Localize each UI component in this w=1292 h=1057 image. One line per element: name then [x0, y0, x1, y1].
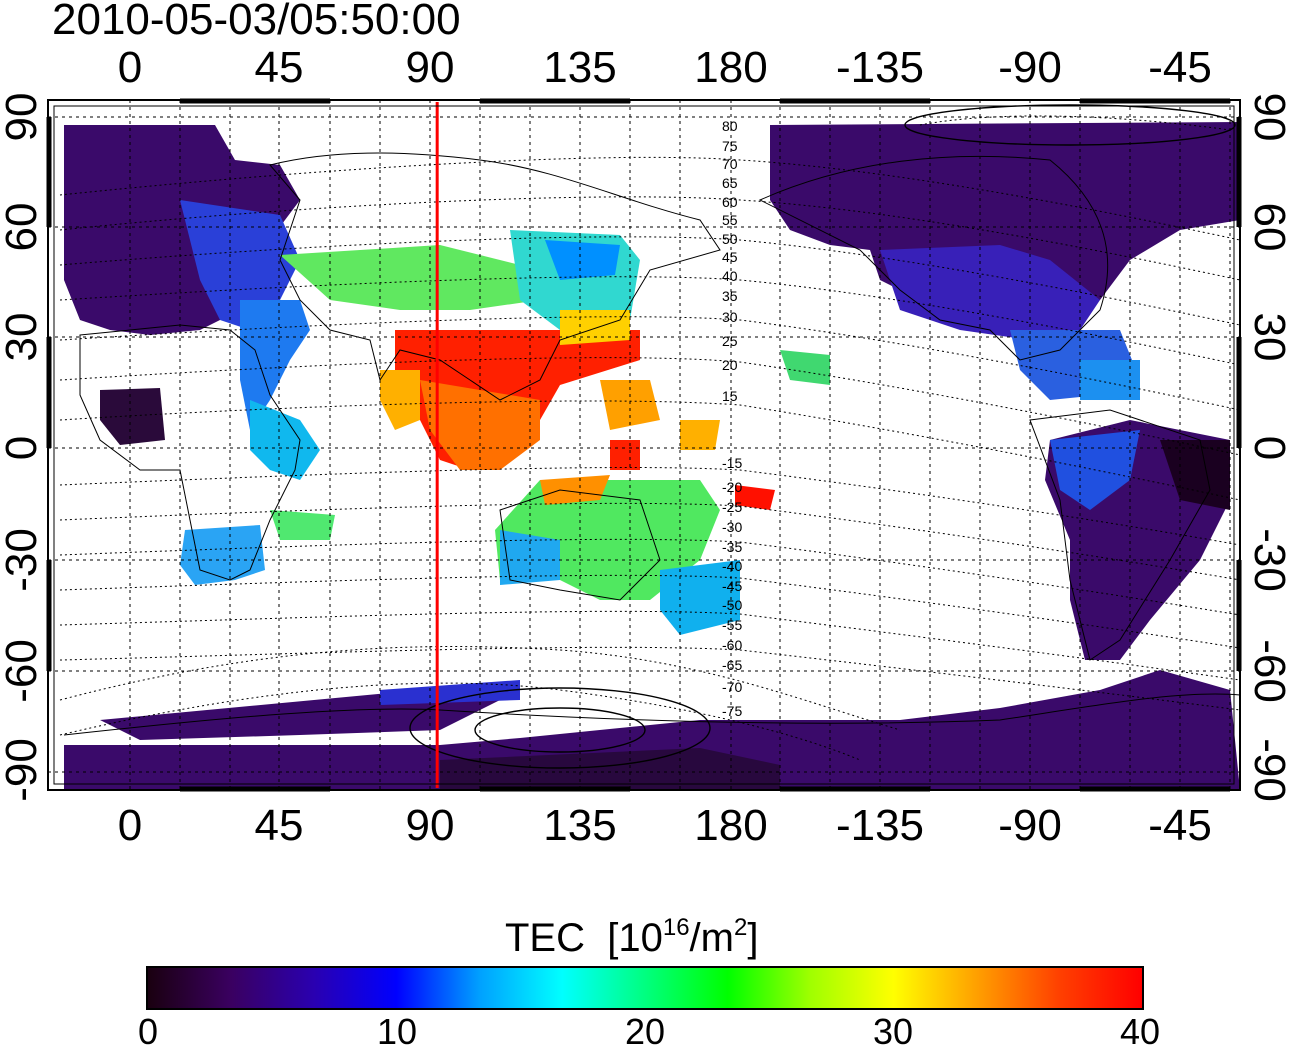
top-lon-tick: -90 — [998, 43, 1062, 92]
tec-region-pacific-2 — [735, 485, 775, 510]
timestamp-title: 2010-05-03/05:50:00 — [52, 0, 461, 44]
top-lon-tick: 45 — [254, 43, 304, 92]
top-lon-tick: 90 — [405, 43, 455, 92]
contour-label: -25 — [722, 499, 742, 515]
top-lon-tick: -45 — [1148, 43, 1212, 92]
contour-label: 50 — [722, 231, 738, 247]
tec-region-pacific-4 — [610, 440, 640, 470]
contour-label: -30 — [722, 519, 742, 535]
tec-coverage — [64, 122, 1240, 790]
frame-ticks — [46, 98, 1242, 792]
bottom-lon-tick: 135 — [543, 801, 617, 850]
contour-label: 55 — [722, 212, 738, 228]
colorbar-unit-close: ] — [747, 916, 759, 960]
bottom-lon-tick: 0 — [117, 801, 143, 850]
tec-region-north-china — [545, 240, 620, 280]
bottom-lon-tick: 90 — [405, 801, 455, 850]
contour-label: -15 — [722, 455, 742, 471]
tec-region-madagascar — [270, 510, 335, 540]
top-lon-tick: 180 — [694, 43, 768, 92]
colorbar-tick: 0 — [137, 1011, 159, 1052]
contour-label: -55 — [722, 617, 742, 633]
colorbar-unit-mid: /m — [689, 916, 734, 960]
bottom-lon-tick: -135 — [835, 801, 925, 850]
tec-region-south-china — [560, 310, 630, 345]
contour-label: 35 — [722, 288, 738, 304]
contour-label: -70 — [722, 679, 742, 695]
tec-region-india — [380, 370, 420, 430]
tec-region-antarctica-dark — [440, 748, 780, 790]
lat-lon-grid — [48, 100, 1240, 790]
pole-contours — [409, 104, 1236, 769]
tec-region-caribbean-east — [1080, 360, 1140, 400]
bottom-lon-tick: -90 — [998, 801, 1062, 850]
bottom-lon-tick: -45 — [1148, 801, 1212, 850]
tec-region-antarctica — [64, 670, 1240, 790]
contour-label: 75 — [722, 138, 738, 154]
contour-label: 70 — [722, 156, 738, 172]
contour-label: 20 — [722, 357, 738, 373]
contour-label: -75 — [722, 703, 742, 719]
contour-label: 30 — [722, 309, 738, 325]
tec-region-west-africa — [100, 388, 165, 445]
tec-region-brazil — [1160, 440, 1230, 510]
colorbar-title: TEC [1016/m2] — [505, 906, 758, 960]
contour-label: -50 — [722, 597, 742, 613]
contour-label: 40 — [722, 268, 738, 284]
colorbar-unit-open: [10 — [607, 916, 663, 960]
contour-label: 15 — [722, 388, 738, 404]
tec-region-hawaii — [780, 350, 830, 385]
magnetic-contours — [59, 115, 1240, 761]
top-lon-tick: 135 — [543, 43, 617, 92]
contour-label: -60 — [722, 637, 742, 653]
top-lon-tick: 0 — [117, 43, 143, 92]
tec-region-central-asia — [280, 245, 540, 310]
contour-label: -65 — [722, 657, 742, 673]
tec-region-north-australia — [540, 475, 610, 505]
tec-region-south-ocean-blue — [380, 680, 520, 705]
contour-label: -35 — [722, 539, 742, 555]
contour-labels: 80 75 70 65 60 55 50 45 40 35 30 25 20 1… — [722, 118, 742, 719]
colorbar-tick: 10 — [376, 1011, 418, 1052]
top-lon-tick: -135 — [835, 43, 925, 92]
colorbar-unit-exponent-2: 2 — [733, 914, 748, 941]
bottom-lon-tick: 45 — [254, 801, 304, 850]
bottom-lon-tick: 180 — [694, 801, 768, 850]
contour-label: -40 — [722, 558, 742, 574]
colorbar — [146, 966, 1144, 1010]
contour-label: 60 — [722, 194, 738, 210]
tec-region-east-africa — [250, 400, 320, 480]
colorbar-tick: 30 — [872, 1011, 914, 1052]
contour-label: 80 — [722, 118, 738, 134]
map-inner-frame — [53, 105, 1235, 785]
colorbar-quantity: TEC — [505, 916, 585, 960]
contour-label: 25 — [722, 333, 738, 349]
coastlines — [63, 152, 1240, 736]
contour-label: -45 — [722, 578, 742, 594]
contour-label: -20 — [722, 479, 742, 495]
tec-region-pacific-1 — [680, 420, 720, 450]
colorbar-tick: 40 — [1119, 1011, 1161, 1052]
colorbar-tick: 20 — [624, 1011, 666, 1052]
contour-label: 65 — [722, 175, 738, 191]
colorbar-unit-exponent: 16 — [662, 914, 690, 941]
tec-region-pacific-3 — [600, 380, 660, 430]
tec-region-africa-east — [240, 300, 310, 430]
contour-label: 45 — [722, 249, 738, 265]
tec-region-europe-south — [180, 200, 300, 330]
